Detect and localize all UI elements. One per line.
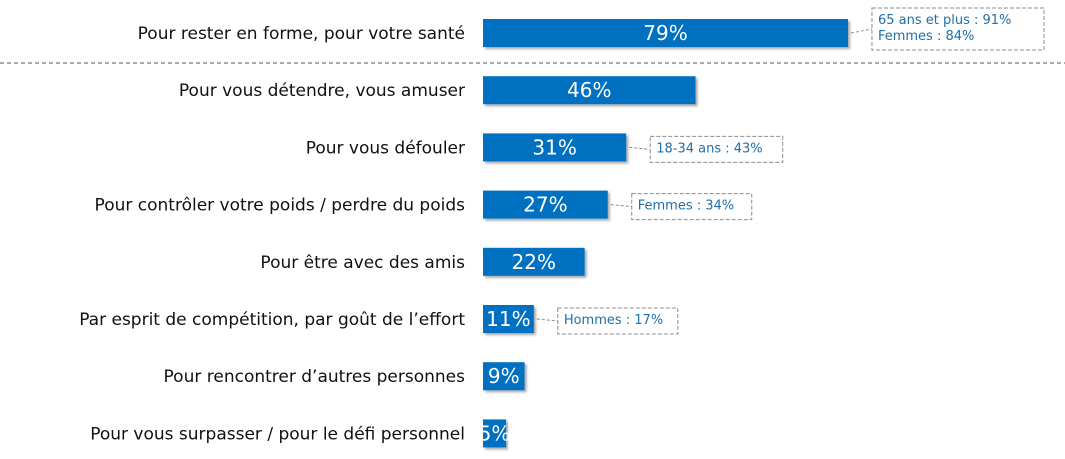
- category-label: Pour être avec des amis: [260, 253, 465, 273]
- annotation-connector: [629, 146, 651, 150]
- bar: [483, 419, 507, 448]
- bar: [483, 19, 848, 47]
- bar: [483, 305, 534, 333]
- annotation-connector: [610, 204, 632, 208]
- category-label: Pour rester en forme, pour votre santé: [138, 24, 465, 44]
- annotation-text: Hommes : 17%: [564, 313, 663, 328]
- value-label: 5%: [479, 421, 511, 445]
- bar: [483, 190, 608, 219]
- annotation-connector: [850, 28, 873, 34]
- value-label: 22%: [512, 250, 556, 274]
- value-label: 27%: [523, 193, 567, 217]
- bar: [483, 362, 525, 391]
- category-label: Pour contrôler votre poids / perdre du p…: [95, 196, 466, 216]
- annotation-text: Femmes : 34%: [638, 199, 734, 214]
- annotation-connector: [536, 318, 558, 322]
- category-label: Pour vous surpasser / pour le défi perso…: [90, 424, 465, 444]
- value-label: 9%: [488, 364, 520, 388]
- bar: [483, 133, 627, 162]
- bar: [483, 247, 585, 276]
- category-label: Pour vous détendre, vous amuser: [179, 81, 465, 101]
- value-label: 46%: [567, 78, 611, 102]
- value-label: 11%: [486, 307, 530, 331]
- value-label: 31%: [532, 135, 576, 159]
- annotation-box: [871, 7, 1045, 51]
- annotation-text: 18-34 ans : 43%: [656, 141, 762, 156]
- category-label: Pour rencontrer d’autres personnes: [164, 367, 466, 387]
- annotation-box: [631, 193, 753, 221]
- category-label: Pour vous défouler: [306, 138, 465, 158]
- value-label: 79%: [643, 21, 687, 45]
- annotation-box: [649, 135, 784, 163]
- annotation-text: 65 ans et plus : 91%: [878, 13, 1011, 28]
- category-label: Par esprit de compétition, par goût de l…: [79, 310, 465, 330]
- bar: [483, 76, 696, 105]
- annotation-box: [557, 307, 679, 335]
- annotation-text: Femmes : 84%: [878, 29, 974, 44]
